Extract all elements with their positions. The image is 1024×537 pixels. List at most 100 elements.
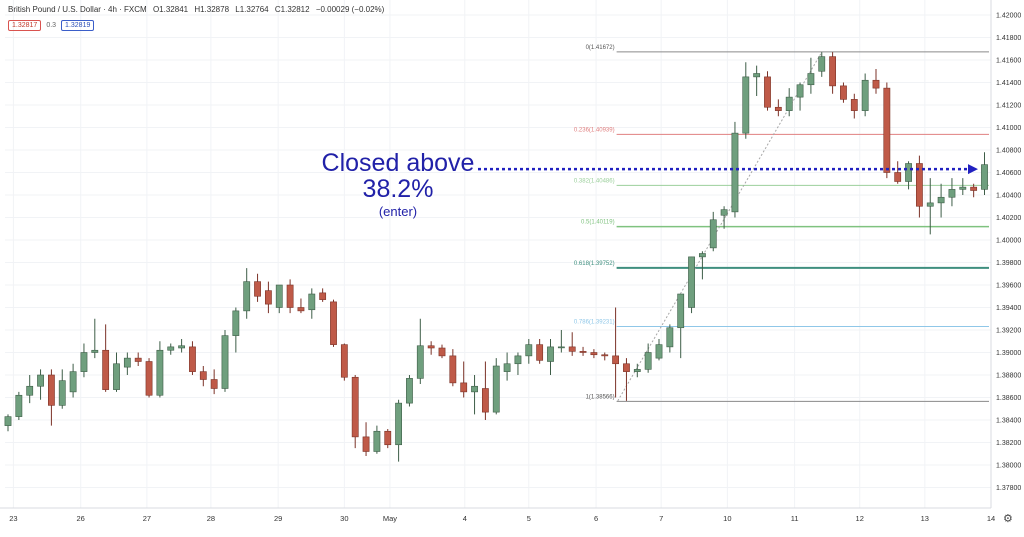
candle-body: [47, 374, 55, 406]
candle-body: [579, 351, 587, 353]
fib-level-label: 0.382(1.40486): [574, 178, 615, 184]
candle-body: [894, 172, 902, 182]
candle-body: [503, 363, 511, 372]
y-tick-label: 1.40400: [996, 193, 1021, 200]
candle-body: [37, 374, 44, 387]
candle-body: [905, 163, 912, 182]
candle-body: [644, 352, 652, 370]
candle-body: [612, 355, 619, 365]
candle-body: [113, 363, 120, 390]
candle-body: [840, 85, 847, 100]
y-tick-label: 1.41200: [996, 103, 1021, 110]
candle-body: [232, 310, 240, 336]
candle-body: [384, 430, 392, 446]
candle-body: [514, 355, 522, 365]
y-tick-label: 1.41600: [996, 58, 1021, 65]
x-tick-label: 14: [987, 514, 995, 523]
candle-body: [785, 96, 793, 111]
candle-body: [601, 354, 609, 357]
x-tick-label: 12: [856, 514, 864, 523]
candle-body: [416, 345, 424, 379]
x-tick-label: 29: [274, 514, 282, 523]
y-tick-label: 1.42000: [996, 13, 1021, 20]
candle-body: [481, 388, 489, 413]
annotation-line-1: Closed above: [321, 149, 475, 177]
candle-body: [449, 355, 457, 384]
candle-body: [850, 99, 858, 111]
candle-body: [861, 79, 869, 111]
y-tick-label: 1.40800: [996, 148, 1021, 155]
candle-body: [4, 416, 12, 426]
candle-body: [308, 293, 316, 311]
candle-body: [948, 189, 956, 198]
candle-body: [221, 335, 229, 389]
candle-body: [210, 379, 218, 389]
candle-body: [709, 219, 717, 249]
quote-buttons: 1.32817 0.3 1.32819: [8, 20, 95, 31]
candle-body: [970, 186, 978, 191]
candle-body: [91, 349, 99, 353]
annotation-line-2: 38.2%: [362, 175, 434, 204]
y-tick-label: 1.41800: [996, 35, 1021, 42]
candle-body: [937, 196, 945, 204]
candle-body: [189, 346, 196, 372]
candle-body: [319, 292, 327, 300]
candle-body: [883, 87, 891, 173]
candle-body: [178, 345, 185, 349]
candle-body: [80, 352, 88, 372]
candle-body: [243, 281, 251, 312]
y-tick-label: 1.40000: [996, 238, 1021, 245]
candle-body: [167, 346, 175, 351]
high-value: H1.32878: [194, 5, 230, 14]
spread-value: 0.3: [46, 22, 57, 29]
gear-icon[interactable]: ⚙: [1003, 513, 1013, 525]
y-tick-label: 1.41000: [996, 125, 1021, 132]
candle-body: [362, 436, 370, 452]
buy-button[interactable]: 1.32819: [61, 20, 95, 31]
y-tick-label: 1.37800: [996, 485, 1021, 492]
open-value: O1.32841: [152, 5, 189, 14]
y-tick-label: 1.41400: [996, 80, 1021, 87]
x-tick-label: 30: [340, 514, 348, 523]
candle-body: [753, 73, 761, 78]
candle-body: [547, 346, 554, 362]
candle-body: [340, 344, 348, 378]
candle-body: [145, 361, 153, 396]
candle-body: [330, 301, 337, 345]
y-tick-label: 1.38400: [996, 418, 1021, 425]
x-tick-label: 26: [77, 514, 85, 523]
chart-header: British Pound / U.S. Dollar · 4h · FXCM …: [8, 5, 388, 14]
candle-body: [438, 347, 446, 357]
candle-body: [351, 376, 359, 438]
y-tick-label: 1.39800: [996, 260, 1021, 267]
candle-body: [655, 344, 663, 359]
candle-body: [264, 290, 272, 305]
sell-button[interactable]: 1.32817: [8, 20, 42, 31]
x-tick-label: 6: [594, 514, 598, 523]
annotation-line-3: (enter): [378, 203, 418, 219]
candle-body: [764, 76, 771, 108]
candle-body: [590, 352, 598, 356]
candle-body: [406, 378, 413, 404]
x-tick-label: 7: [659, 514, 663, 523]
candle-body: [677, 293, 685, 329]
fib-level-label: 0(1.41672): [586, 45, 615, 51]
x-tick-label: 23: [9, 514, 17, 523]
fib-level-label: 0.786(1.39231): [574, 320, 615, 326]
y-tick-label: 1.39000: [996, 350, 1021, 357]
y-tick-label: 1.38800: [996, 373, 1021, 380]
arrow-head: [968, 164, 978, 175]
x-tick-label: 5: [527, 514, 531, 523]
candle-body: [915, 163, 923, 207]
symbol-title: British Pound / U.S. Dollar · 4h · FXCM: [8, 5, 147, 14]
candle-body: [774, 106, 782, 111]
candle-body: [275, 284, 283, 308]
y-tick-label: 1.38200: [996, 440, 1021, 447]
candle-body: [395, 402, 402, 446]
candle-body: [536, 344, 544, 361]
candle-body: [829, 56, 836, 87]
annotation-text: Closed above 38.2% (enter): [318, 150, 478, 218]
candle-body: [297, 307, 305, 312]
y-tick-label: 1.39600: [996, 283, 1021, 290]
